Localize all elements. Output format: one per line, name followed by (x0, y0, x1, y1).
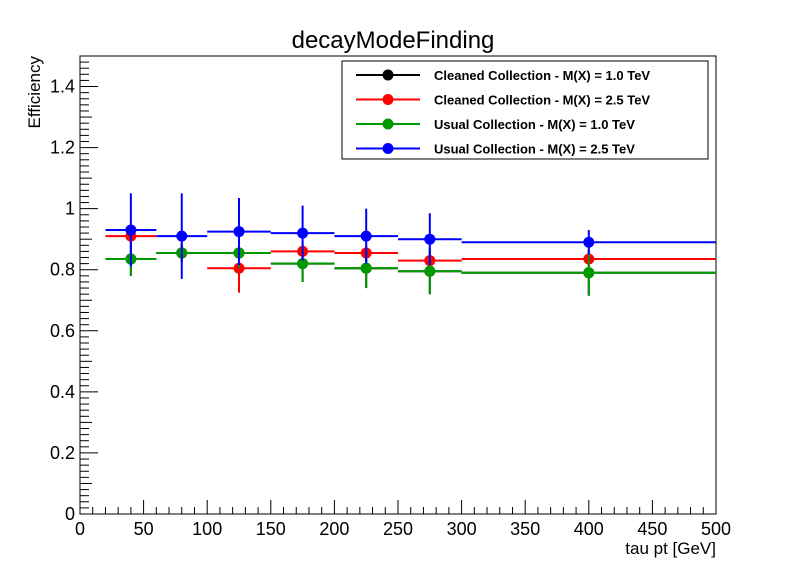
x-axis-label: tau pt [GeV] (625, 539, 716, 558)
x-tick-label: 150 (256, 519, 286, 539)
x-tick-label: 250 (383, 519, 413, 539)
data-point (424, 265, 436, 277)
y-tick-label: 1.2 (50, 138, 75, 158)
chart-title: decayModeFinding (292, 27, 495, 54)
y-tick-label: 0 (65, 504, 75, 524)
legend: Cleaned Collection - M(X) = 1.0 TeV Clean… (341, 60, 709, 160)
y-tick-label: 0.2 (50, 443, 75, 463)
y-tick-label: 0.4 (50, 382, 75, 402)
x-tick-label: 100 (192, 519, 222, 539)
data-point (297, 258, 309, 270)
data-point (125, 224, 137, 236)
legend-label: Usual Collection - M(X) = 1.0 TeV (434, 117, 635, 132)
x-tick-label: 50 (134, 519, 154, 539)
legend-label: Cleaned Collection - M(X) = 1.0 TeV (434, 68, 650, 83)
legend-box (341, 60, 709, 160)
data-point (360, 230, 372, 242)
data-point (360, 262, 372, 274)
plot-layer: 0 50 100 150 200 250 300 350 400 450 500 0 0.2 0.4 0.6… (50, 55, 731, 539)
x-tick-label: 0 (75, 519, 85, 539)
x-tick-label: 200 (319, 519, 349, 539)
x-tick-label: 400 (574, 519, 604, 539)
legend-label: Usual Collection - M(X) = 2.5 TeV (434, 142, 635, 157)
x-tick-label: 450 (637, 519, 667, 539)
data-point (583, 267, 595, 279)
data-point (583, 236, 595, 248)
y-tick-label: 1 (65, 199, 75, 219)
y-axis-label: Efficiency (25, 56, 44, 129)
x-tick-label: 300 (447, 519, 477, 539)
legend-label: Cleaned Collection - M(X) = 2.5 TeV (434, 93, 650, 108)
x-tick-label: 350 (510, 519, 540, 539)
legend-marker (382, 69, 394, 81)
series-group (105, 237, 716, 296)
y-tick-label: 0.6 (50, 321, 75, 341)
legend-marker (382, 94, 394, 105)
series-group (105, 193, 716, 279)
data-point (176, 230, 188, 242)
y-tick-label: 1.4 (50, 77, 75, 97)
data-point (297, 227, 309, 239)
y-tick-label: 0.8 (50, 260, 75, 280)
legend-marker (382, 143, 394, 154)
data-point (424, 233, 436, 245)
data-point (233, 226, 245, 238)
legend-marker (382, 118, 394, 130)
x-tick-label: 500 (701, 519, 731, 539)
